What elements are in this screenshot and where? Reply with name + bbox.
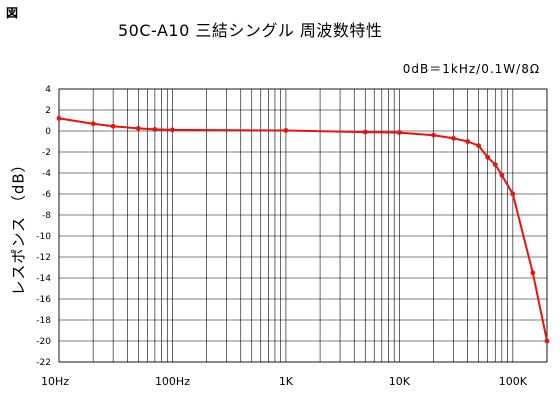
x-tick-label: 10Hz xyxy=(41,375,69,388)
y-tick-label: -4 xyxy=(42,169,51,179)
data-point xyxy=(485,154,491,160)
data-point xyxy=(110,123,116,129)
y-tick-label: -2 xyxy=(42,148,51,158)
data-point xyxy=(283,128,289,133)
y-tick-label: -12 xyxy=(36,253,51,263)
data-point xyxy=(544,338,550,344)
data-point xyxy=(499,172,505,178)
data-point xyxy=(465,139,471,144)
y-tick-label: -16 xyxy=(36,295,51,305)
data-point xyxy=(431,132,436,138)
y-tick-label: -18 xyxy=(36,316,51,326)
data-point xyxy=(135,125,141,131)
data-point xyxy=(492,162,498,168)
data-point xyxy=(56,116,62,121)
data-point xyxy=(476,143,482,149)
data-point xyxy=(451,135,456,141)
y-tick-label: 0 xyxy=(45,127,51,137)
data-point xyxy=(530,270,536,276)
grid xyxy=(58,88,548,363)
data-point xyxy=(90,121,96,127)
x-tick-label: 100K xyxy=(499,375,528,388)
x-tick-label: 10K xyxy=(389,375,411,388)
y-tick-label: -22 xyxy=(36,358,51,368)
data-point xyxy=(396,130,402,135)
figure-label: 図 xyxy=(6,6,19,20)
series-layer xyxy=(56,116,550,344)
x-tick-label: 100Hz xyxy=(155,375,190,388)
data-point xyxy=(362,129,368,135)
chart-title: 50C-A10 三結シングル 周波数特性 xyxy=(118,21,383,40)
reference-note: 0dB＝1kHz/0.1W/8Ω xyxy=(402,62,540,76)
y-tick-label: -8 xyxy=(42,211,51,221)
y-tick-label: 2 xyxy=(45,106,51,116)
y-tick-label: -14 xyxy=(36,274,51,284)
y-tick-label: -20 xyxy=(36,337,51,347)
data-point xyxy=(170,127,175,133)
y-tick-label: -6 xyxy=(42,190,51,200)
data-point xyxy=(510,191,516,197)
y-tick-label: -10 xyxy=(36,232,51,242)
y-tick-label: 4 xyxy=(45,85,51,95)
plot-frame xyxy=(58,88,548,363)
data-point xyxy=(152,127,158,132)
x-tick-label: 1K xyxy=(279,375,294,388)
tick-labels: 4 2 0 -2 -4 -6 -8 -10 -12 -14 -16 -18 -20 -22 10Hz 100H… xyxy=(36,85,527,388)
